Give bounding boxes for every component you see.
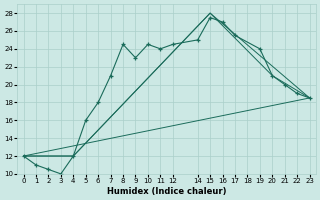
X-axis label: Humidex (Indice chaleur): Humidex (Indice chaleur) [107,187,226,196]
